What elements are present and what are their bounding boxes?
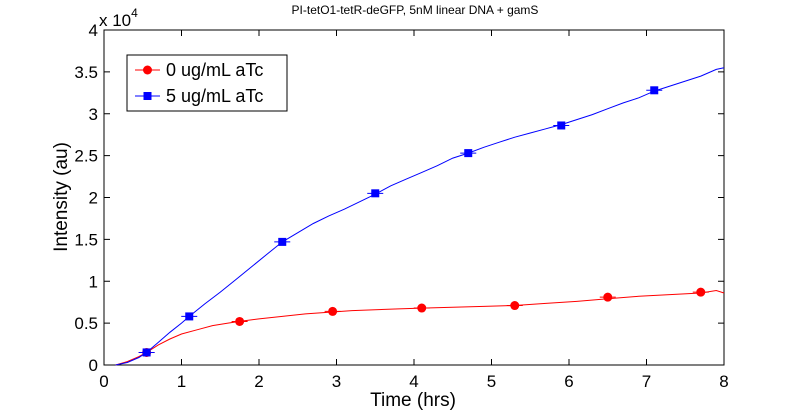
legend-marker-1	[143, 92, 152, 100]
y-tick-label: 0	[89, 356, 98, 375]
x-tick-label: 8	[719, 372, 728, 391]
y-tick-label: 3	[89, 105, 98, 124]
x-tick-label: 2	[254, 372, 263, 391]
data-point	[650, 86, 659, 95]
x-tick-label: 0	[99, 372, 108, 391]
x-tick-label: 1	[177, 372, 186, 391]
y-multiplier-exponent: 4	[131, 6, 138, 20]
y-axis-label: Intensity (au)	[51, 142, 72, 252]
x-tick-label: 6	[564, 372, 573, 391]
x-tick-label: 7	[642, 372, 651, 391]
y-multiplier-base: x 10	[99, 11, 131, 30]
legend-box	[126, 54, 288, 112]
chart-title: PI-tetO1-tetR-deGFP, 5nM linear DNA + ga…	[292, 3, 539, 17]
y-tick-label: 1.5	[74, 230, 98, 249]
data-point	[417, 303, 427, 313]
x-tick-label: 4	[409, 372, 418, 391]
y-tick-label: 3.5	[74, 63, 98, 82]
data-point	[464, 149, 473, 158]
series-layer	[115, 67, 725, 366]
data-point	[235, 316, 245, 326]
x-tick-label: 5	[487, 372, 496, 391]
axis-ticks	[103, 29, 725, 366]
legend-label-1: 5 ug/mL aTc	[166, 86, 263, 106]
y-tick-label: 2.5	[74, 147, 98, 166]
x-tick-labels: 0 1 2 3 4 5 6 7 8	[99, 372, 728, 391]
data-point	[185, 312, 194, 321]
y-tick-label: 1	[89, 272, 98, 291]
data-point	[278, 237, 287, 246]
legend-marker-0	[143, 65, 152, 75]
data-point	[510, 301, 520, 311]
legend: 0 ug/mL aTc 5 ug/mL aTc	[126, 54, 288, 112]
y-tick-labels: 0 0.5 1 1.5 2 2.5 3 3.5 4	[74, 21, 98, 375]
y-multiplier: x 104	[99, 6, 138, 30]
x-axis-label: Time (hrs)	[370, 390, 456, 411]
data-point	[696, 287, 706, 297]
x-tick-label: 3	[332, 372, 341, 391]
data-point	[557, 121, 566, 130]
data-point	[371, 189, 380, 198]
y-tick-label: 4	[89, 21, 98, 40]
data-point	[142, 348, 151, 357]
y-tick-label: 2	[89, 189, 98, 208]
y-tick-label: 0.5	[74, 314, 98, 333]
legend-label-0: 0 ug/mL aTc	[166, 60, 263, 80]
data-point	[603, 292, 613, 302]
data-point	[328, 306, 338, 316]
